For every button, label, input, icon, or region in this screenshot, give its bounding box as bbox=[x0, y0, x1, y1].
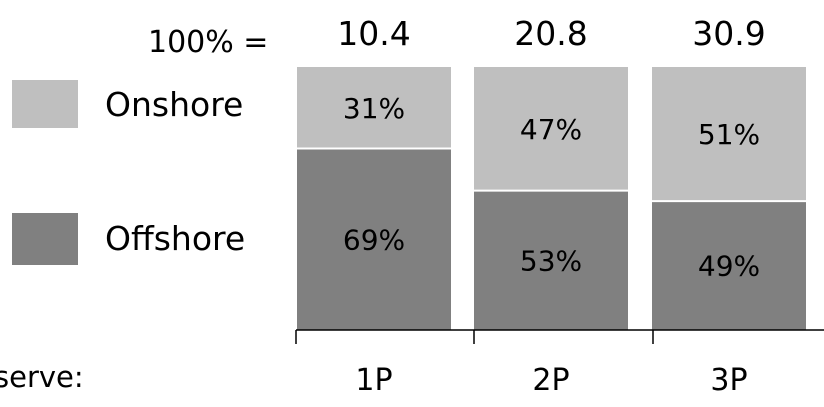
data-label-onshore: 47% bbox=[520, 113, 582, 146]
data-label-offshore: 69% bbox=[343, 223, 405, 256]
bar-segment-offshore bbox=[652, 201, 806, 330]
legend-swatch-onshore bbox=[12, 80, 78, 128]
legend: Onshore Offshore bbox=[12, 80, 245, 265]
legend-swatch-offshore bbox=[12, 213, 78, 265]
legend-label-onshore: Onshore bbox=[105, 85, 243, 124]
bar-segment-onshore bbox=[652, 67, 806, 202]
total-prefix-label: 100% = bbox=[148, 25, 268, 60]
x-axis bbox=[295, 329, 824, 344]
x-tick-label: 3P bbox=[710, 363, 747, 398]
total-label: 10.4 bbox=[337, 14, 410, 53]
total-label: 30.9 bbox=[692, 14, 765, 53]
bar-segment-onshore bbox=[474, 67, 628, 191]
x-tick-label: 2P bbox=[532, 363, 569, 398]
bar-segment-offshore bbox=[297, 148, 451, 330]
fragment-text: serve: bbox=[0, 360, 84, 394]
x-tick-label: 1P bbox=[355, 363, 392, 398]
bars: 31% 69% 47% 53% 51% 49% bbox=[297, 67, 806, 330]
data-label-onshore: 31% bbox=[343, 92, 405, 125]
total-label: 20.8 bbox=[514, 14, 587, 53]
data-label-onshore: 51% bbox=[698, 118, 760, 151]
bar-segment-onshore bbox=[297, 67, 451, 149]
data-label-offshore: 53% bbox=[520, 244, 582, 277]
bar-segment-offshore bbox=[474, 190, 628, 330]
data-label-offshore: 49% bbox=[698, 250, 760, 283]
legend-label-offshore: Offshore bbox=[105, 219, 245, 258]
